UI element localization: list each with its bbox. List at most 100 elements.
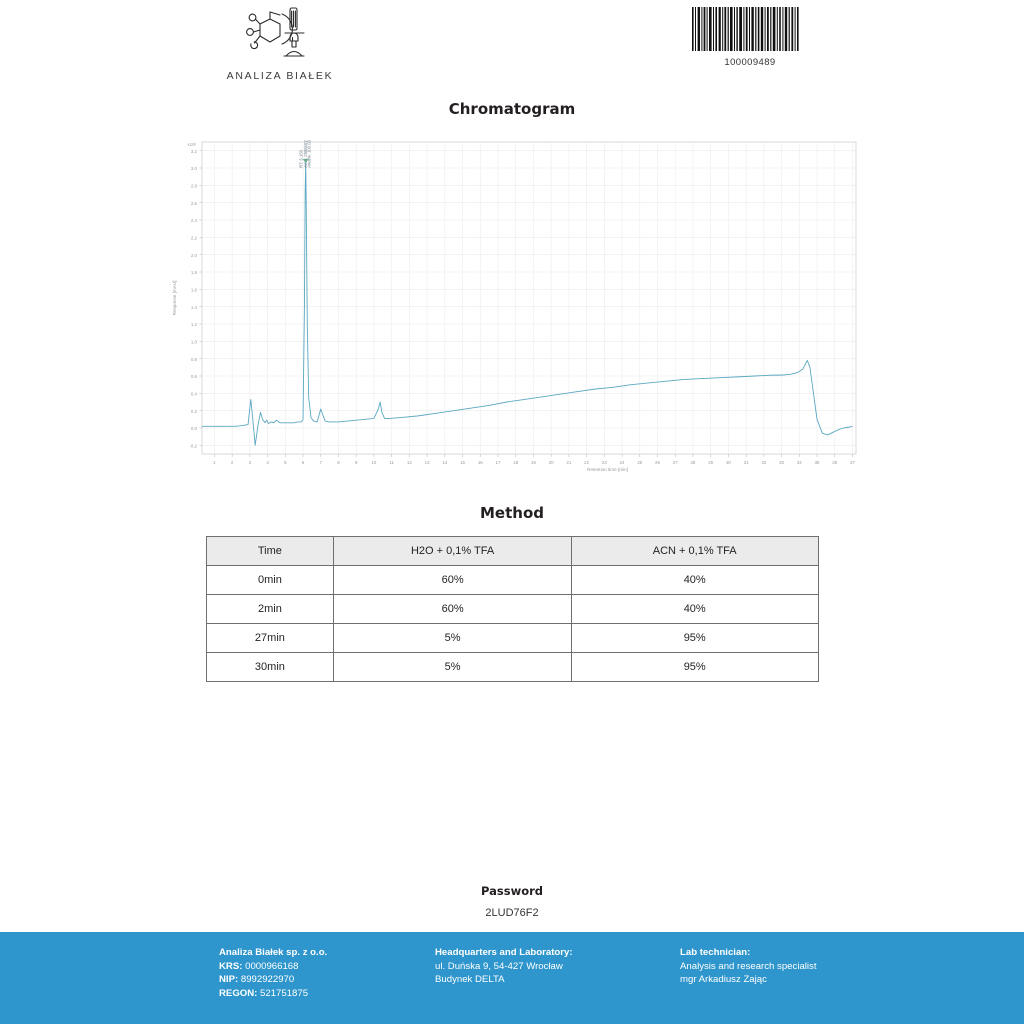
barcode-block: 100009489 [690,6,810,68]
barcode-icon [690,6,808,52]
x-tick-label: 2 [231,460,234,465]
y-tick-label: 2.6 [191,201,198,206]
chromatogram-title: Chromatogram [448,100,576,118]
footer-technician-block: Lab technician: Analysis and research sp… [680,946,940,987]
password-label: Password [481,884,543,898]
y-tick-label: 0.8 [191,357,198,362]
page-header: ANALIZA BIAŁEK [0,0,1024,92]
plot-area-border [201,141,857,455]
y-tick-label: 2.4 [191,218,198,223]
molecule-microscope-icon [246,7,305,57]
x-axis: 1 2 3 4 5 6 7 8 9 10 11 12 13 14 15 16 17 18 19 20 21 22 23 24 2… [213,454,855,472]
company-regon: REGON: 521751875 [219,987,419,1001]
krs-label: KRS: [219,960,243,972]
krs-value: 0000966168 [245,960,299,972]
y-tick-label: 1.2 [191,322,198,327]
address-line-1: ul. Duńska 9, 54-427 Wrocław [435,960,563,972]
chromatogram-trace [202,162,853,446]
cell-time: 0min [205,565,335,595]
x-tick-label: 10 [371,460,376,465]
company-krs: KRS: 0000966168 [219,960,419,974]
cell-acn: 40% [570,594,819,624]
x-tick-label: 30 [726,460,731,465]
company-nip: NIP: 8992922970 [219,973,419,987]
table-row: 0min 60% 40% [205,565,819,595]
cell-acn: 95% [570,623,819,653]
table-row: 27min 5% 95% [205,623,819,653]
y-axis: -0.2 0.0 0.2 0.4 0.6 0.8 1.0 1.2 1.4 1.6 1.8 2.0 2.2… [172,142,202,449]
cell-time: 27min [205,623,335,653]
x-tick-label: 13 [425,460,430,465]
chromatogram-chart: -0.2 0.0 0.2 0.4 0.6 0.8 1.0 1.2 1.4 1.6 1.8 2.0 2.2… [162,128,862,488]
x-tick-label: 28 [690,460,695,465]
logo-text: ANALIZA BIAŁEK [226,70,334,82]
x-tick-label: 36 [832,460,837,465]
x-tick-label: 23 [602,460,607,465]
cell-acn: 40% [570,565,819,595]
cell-water: 5% [333,652,572,682]
column-header-water: H2O + 0,1% TFA [333,536,572,566]
y-axis-label: Response [mAU] [172,281,177,316]
method-title: Method [480,504,544,522]
y-tick-label: 0.4 [191,392,198,397]
cell-water: 60% [333,565,572,595]
regon-label: REGON: [219,987,258,999]
y-tick-label: 3.2 [191,149,198,154]
cell-acn: 95% [570,652,819,682]
y-tick-label: 3.0 [191,166,198,171]
chromatogram-plot: -0.2 0.0 0.2 0.4 0.6 0.8 1.0 1.2 1.4 1.6 1.8 2.0 2.2… [172,139,857,472]
x-tick-label: 33 [779,460,784,465]
x-tick-label: 19 [531,460,536,465]
cell-time: 30min [205,652,335,682]
regon-value: 521751875 [260,987,309,999]
peak-annotation-label: Area%: 100.00 [307,139,312,167]
cell-water: 60% [333,594,572,624]
address-title: Headquarters and Laboratory: [435,947,573,958]
y-tick-label: -0.2 [189,444,197,449]
nip-label: NIP: [219,974,239,985]
x-tick-label: 27 [673,460,678,465]
cell-water: 5% [333,623,572,653]
technician-title: Lab technician: [680,947,751,958]
x-tick-label: 20 [549,460,554,465]
x-tick-label: 7 [320,460,323,465]
x-tick-label: 17 [496,460,501,465]
x-tick-label: 8 [337,460,340,465]
y-tick-label: 2.0 [191,253,198,258]
password-value: 2LUD76F2 [485,907,539,919]
x-tick-label: 37 [850,460,855,465]
company-logo: ANALIZA BIAŁEK [215,4,345,82]
y-tick-label: 0.6 [191,374,198,379]
x-tick-label: 34 [797,460,802,465]
x-tick-label: 15 [460,460,465,465]
x-tick-label: 32 [761,460,766,465]
x-tick-label: 16 [478,460,483,465]
x-axis-label: Retention time [min] [587,467,628,472]
y-tick-label: 1.6 [191,288,198,293]
y-tick-label: 1.4 [191,305,198,310]
x-tick-label: 3 [249,460,252,465]
password-block: Password 2LUD76F2 [0,884,1024,919]
x-tick-label: 26 [655,460,660,465]
x-tick-label: 29 [708,460,713,465]
chart-gridlines [202,142,856,454]
peak-annotation-label: Area: 2588402 [303,140,308,168]
column-header-time: Time [205,536,335,566]
y-tick-label: 0.0 [191,426,198,431]
footer-company-block: Analiza Białek sp. z o.o. KRS: 000096616… [219,946,419,1000]
x-tick-label: 12 [407,460,412,465]
x-tick-label: 14 [442,460,447,465]
x-tick-label: 6 [302,460,305,465]
address-line-2: Budynek DELTA [435,974,505,985]
table-header-row: Time H2O + 0,1% TFA ACN + 0,1% TFA [205,536,819,566]
x-tick-label: 21 [566,460,571,465]
footer-address-block: Headquarters and Laboratory: ul. Duńska … [435,946,675,987]
x-tick-label: 5 [284,460,287,465]
x-tick-label: 24 [620,460,625,465]
column-header-acn: ACN + 0,1% TFA [570,536,819,566]
x-tick-label: 25 [637,460,642,465]
y-tick-label: 0.2 [191,409,198,414]
y-tick-label: 1.0 [191,340,198,345]
y-tick-label: 1.8 [191,270,198,275]
x-tick-label: 18 [513,460,518,465]
